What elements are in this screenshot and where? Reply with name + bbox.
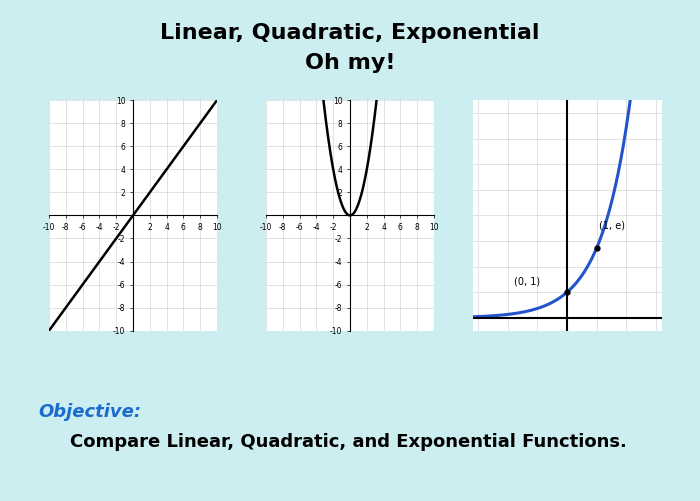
Text: Compare Linear, Quadratic, and Exponential Functions.: Compare Linear, Quadratic, and Exponenti… [70,433,627,451]
Text: (1, e): (1, e) [599,220,626,230]
Text: Linear, Quadratic, Exponential: Linear, Quadratic, Exponential [160,23,540,43]
Text: Objective:: Objective: [38,403,141,421]
Text: (0, 1): (0, 1) [514,277,540,287]
Text: Oh my!: Oh my! [304,53,395,73]
